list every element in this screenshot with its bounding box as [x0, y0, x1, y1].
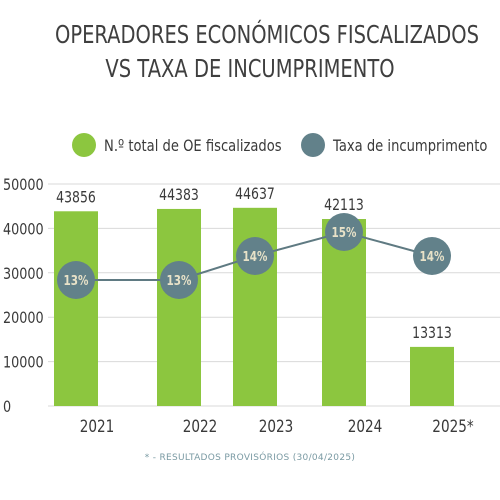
y-tick-label: 30000 — [3, 266, 44, 284]
line-marker — [325, 213, 363, 251]
bar-value-label: 43856 — [56, 189, 96, 207]
footnote: * - RESULTADOS PROVISÓRIOS (30/04/2025) — [144, 453, 356, 463]
y-tick-label: 0 — [3, 399, 11, 417]
line-marker — [160, 261, 198, 299]
y-tick-label: 40000 — [3, 221, 44, 239]
legend-label-line: Taxa de incumprimento — [333, 135, 488, 155]
x-tick-label: 2022 — [183, 417, 218, 437]
legend-swatch-bars — [72, 133, 96, 157]
line-marker-label: 13% — [64, 273, 89, 288]
line-marker — [413, 237, 451, 275]
chart-title-line-1: OPERADORES ECONÓMICOS FISCALIZADOS — [55, 20, 480, 49]
bar-value-label: 44637 — [235, 185, 275, 203]
line-marker-label: 14% — [420, 249, 445, 264]
y-tick-label: 20000 — [3, 310, 44, 328]
line-marker — [57, 261, 95, 299]
bar — [410, 346, 454, 406]
x-tick-label: 2025* — [432, 417, 474, 437]
x-tick-label: 2021 — [80, 417, 115, 437]
y-tick-label: 10000 — [3, 354, 44, 372]
line-marker-label: 13% — [167, 273, 192, 288]
legend-item-bars: N.º total de OE fiscalizados — [72, 132, 321, 158]
chart-title: OPERADORES ECONÓMICOS FISCALIZADOS VS TA… — [55, 18, 480, 86]
line-marker — [236, 237, 274, 275]
legend-label-bars: N.º total de OE fiscalizados — [104, 135, 282, 155]
bar — [157, 208, 201, 406]
x-tick-label: 2024 — [348, 417, 383, 437]
y-tick-label: 50000 — [3, 177, 44, 195]
legend-item-line: Taxa de incumprimento — [301, 132, 500, 158]
x-tick-label: 2023 — [259, 417, 294, 437]
bar-value-label: 44383 — [159, 187, 199, 205]
line-marker-label: 14% — [243, 249, 268, 264]
bar-value-label: 42113 — [324, 197, 364, 215]
legend-swatch-line — [301, 133, 325, 157]
line-marker-label: 15% — [332, 225, 357, 240]
chart-title-line-2: VS TAXA DE INCUMPRIMENTO — [105, 54, 395, 83]
bar — [54, 211, 98, 406]
chart-legend: N.º total de OE fiscalizados Taxa de inc… — [0, 132, 500, 158]
bar-value-label: 13313 — [412, 325, 452, 343]
